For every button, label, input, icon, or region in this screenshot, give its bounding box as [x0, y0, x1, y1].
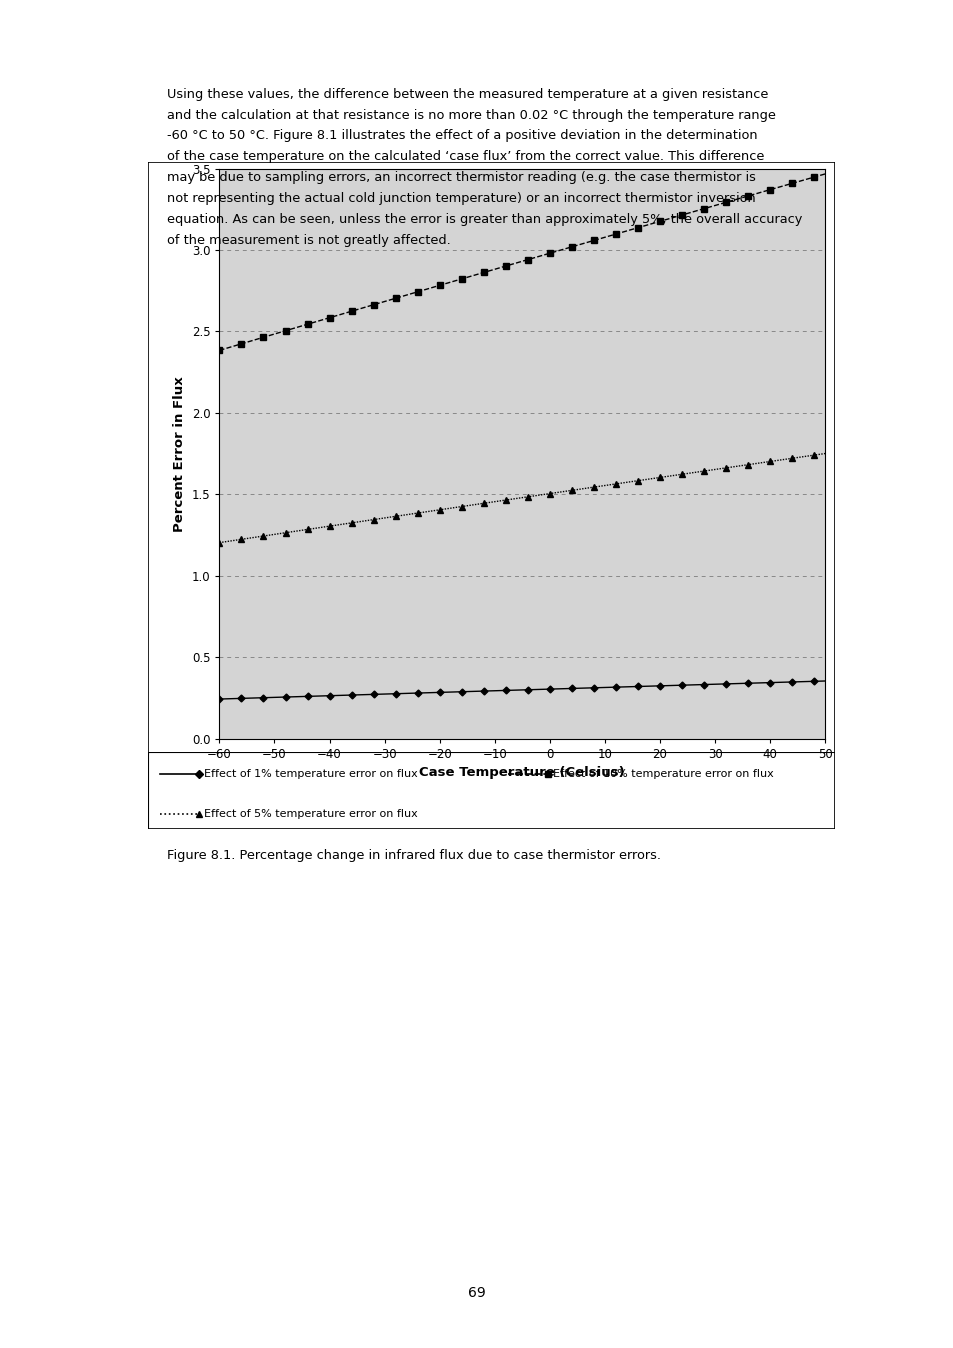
X-axis label: Case Temperature (Celsius): Case Temperature (Celsius)	[419, 767, 624, 779]
Text: Using these values, the difference between the measured temperature at a given r: Using these values, the difference betwe…	[167, 88, 767, 101]
Text: not representing the actual cold junction temperature) or an incorrect thermisto: not representing the actual cold junctio…	[167, 191, 755, 205]
Text: 69: 69	[468, 1286, 485, 1299]
Y-axis label: Percent Error in Flux: Percent Error in Flux	[173, 376, 186, 531]
Text: Effect of 1% temperature error on flux: Effect of 1% temperature error on flux	[204, 768, 417, 779]
Text: may be due to sampling errors, an incorrect thermistor reading (e.g. the case th: may be due to sampling errors, an incorr…	[167, 171, 755, 185]
Text: Figure 8.1. Percentage change in infrared flux due to case thermistor errors.: Figure 8.1. Percentage change in infrare…	[167, 849, 660, 861]
Text: and the calculation at that resistance is no more than 0.02 °C through the tempe: and the calculation at that resistance i…	[167, 108, 775, 121]
Text: Effect of 5% temperature error on flux: Effect of 5% temperature error on flux	[204, 809, 417, 818]
Text: equation. As can be seen, unless the error is greater than approximately 5%, the: equation. As can be seen, unless the err…	[167, 213, 801, 226]
Text: of the case temperature on the calculated ‘case flux’ from the correct value. Th: of the case temperature on the calculate…	[167, 150, 763, 163]
Text: of the measurement is not greatly affected.: of the measurement is not greatly affect…	[167, 233, 450, 247]
Text: -60 °C to 50 °C. Figure 8.1 illustrates the effect of a positive deviation in th: -60 °C to 50 °C. Figure 8.1 illustrates …	[167, 129, 757, 143]
Text: Effect of 10% temperature error on flux: Effect of 10% temperature error on flux	[553, 768, 773, 779]
